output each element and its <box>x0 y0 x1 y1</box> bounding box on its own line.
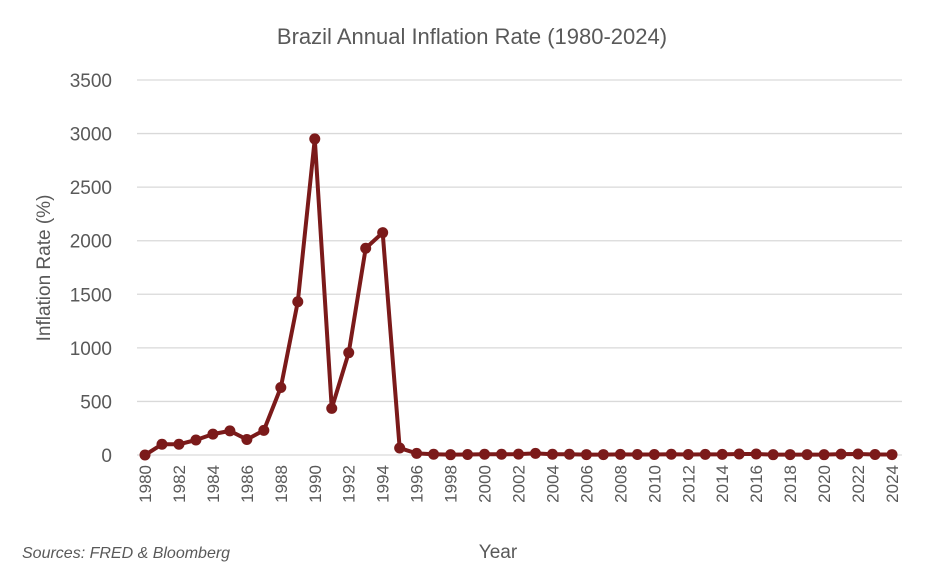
y-tick-label: 1500 <box>70 285 112 306</box>
x-tick-label: 1984 <box>204 465 223 503</box>
data-point <box>156 438 168 450</box>
data-point <box>750 448 762 460</box>
data-point <box>682 448 694 460</box>
data-point <box>343 347 355 359</box>
data-point <box>614 448 626 460</box>
x-axis-label: Year <box>479 542 518 563</box>
y-tick-label: 2000 <box>70 232 112 253</box>
x-tick-label: 2012 <box>679 465 698 503</box>
y-tick-label: 0 <box>101 446 112 467</box>
x-tick-label: 2018 <box>781 465 800 503</box>
data-point <box>835 448 847 460</box>
data-point <box>309 133 321 145</box>
data-point <box>886 449 898 461</box>
y-tick-label: 3500 <box>70 71 112 92</box>
data-point <box>513 448 524 460</box>
data-point <box>139 449 151 461</box>
data-point <box>529 447 541 459</box>
data-point <box>428 448 440 460</box>
x-tick-label: 2016 <box>747 465 766 503</box>
x-tick-label: 2010 <box>645 465 664 503</box>
data-point <box>462 448 474 460</box>
data-point <box>733 448 745 460</box>
x-tick-label: 2000 <box>476 465 495 503</box>
series-line <box>143 136 893 457</box>
data-point <box>190 434 202 446</box>
data-point <box>326 402 338 414</box>
x-tick-label: 2014 <box>713 465 732 503</box>
x-tick-label: 2024 <box>883 465 902 503</box>
x-tick-label: 2008 <box>611 465 630 503</box>
chart-title: Brazil Annual Inflation Rate (1980-2024) <box>277 24 667 49</box>
x-tick-label: 1990 <box>306 465 325 503</box>
data-point <box>784 449 796 461</box>
y-tick-label: 3000 <box>70 125 112 146</box>
source-note: Sources: FRED & Bloomberg <box>22 545 230 562</box>
x-tick-label: 2004 <box>543 465 562 503</box>
data-point <box>292 296 304 308</box>
x-tick-label: 1988 <box>272 465 291 503</box>
data-point <box>445 449 457 461</box>
data-point <box>818 449 830 461</box>
x-tick-label: 1992 <box>340 465 359 503</box>
data-point <box>275 382 287 393</box>
data-point <box>479 448 491 460</box>
data-point <box>496 448 508 460</box>
data-point <box>258 424 270 436</box>
data-point <box>716 448 728 460</box>
y-tick-label: 1000 <box>70 339 112 360</box>
x-tick-label: 1996 <box>408 465 427 503</box>
y-tick-label: 2500 <box>70 178 112 199</box>
data-point <box>631 448 643 460</box>
data-point <box>207 428 219 440</box>
x-tick-label: 1982 <box>170 465 189 503</box>
data-point <box>546 448 558 460</box>
data-point <box>241 433 253 445</box>
data-point <box>597 449 609 461</box>
data-point <box>767 449 779 461</box>
data-point <box>580 449 592 461</box>
x-tick-label: 2002 <box>510 465 529 503</box>
data-point <box>665 448 677 460</box>
data-point <box>411 447 423 459</box>
data-point <box>852 448 864 460</box>
x-tick-label: 2022 <box>849 465 868 503</box>
data-point <box>699 448 711 460</box>
data-point <box>648 448 660 460</box>
data-point <box>869 448 881 460</box>
data-point <box>360 242 372 254</box>
y-axis-label: Inflation Rate (%) <box>34 195 55 342</box>
x-tick-label: 2006 <box>577 465 596 503</box>
data-point <box>563 448 575 460</box>
x-tick-label: 1998 <box>442 465 461 503</box>
data-point <box>377 227 389 239</box>
data-point <box>394 442 406 454</box>
x-tick-label: 2020 <box>815 465 834 503</box>
y-tick-label: 500 <box>80 392 112 413</box>
x-tick-label: 1986 <box>238 465 257 503</box>
data-point <box>224 425 236 437</box>
x-tick-label: 1980 <box>136 465 155 503</box>
x-tick-label: 1994 <box>374 465 393 503</box>
data-point <box>173 438 185 450</box>
data-point <box>801 449 813 461</box>
